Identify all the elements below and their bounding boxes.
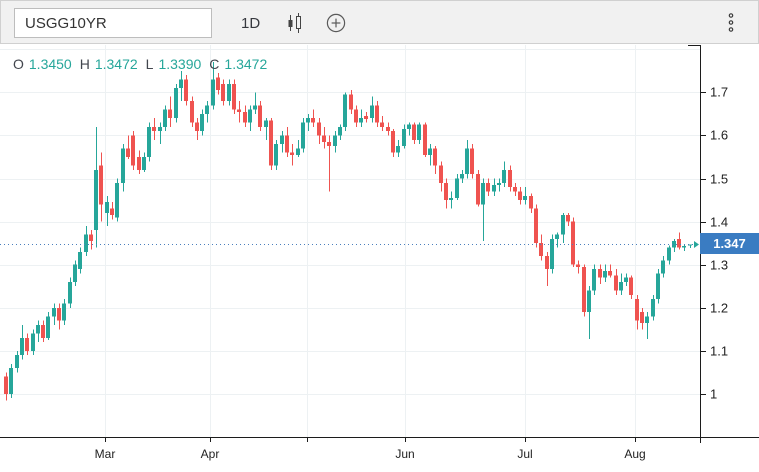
x-axis-labels: Mar Apr Jun Jul Aug [95,447,646,461]
svg-text:Mar: Mar [95,447,116,461]
legend-high-label: H [79,56,90,72]
svg-text:1.7: 1.7 [710,85,728,100]
last-price-badge: 1.347 [700,233,759,254]
svg-text:Jun: Jun [395,447,414,461]
ohlc-legend: O 1.3450 H 1.3472 L 1.3390 C 1.3472 [13,56,275,72]
legend-open-value: 1.3450 [28,56,72,72]
svg-text:1.4: 1.4 [710,215,728,230]
legend-open-label: O [13,56,24,72]
legend-close-label: C [209,56,220,72]
symbol-input[interactable] [14,8,212,38]
kebab-menu-icon [728,13,734,32]
legend-close-value: 1.3472 [224,56,268,72]
toolbar: 1D [0,0,759,44]
svg-text:1.1: 1.1 [710,344,728,359]
candlestick-style-button[interactable] [280,8,310,38]
add-circle-icon [326,13,346,33]
svg-text:1.5: 1.5 [710,172,728,187]
svg-text:1: 1 [710,387,717,402]
interval-button[interactable]: 1D [233,8,268,38]
gridlines [0,45,700,437]
svg-text:Aug: Aug [624,447,645,461]
svg-text:1.6: 1.6 [710,128,728,143]
last-price-marker [694,241,699,248]
svg-text:1.3: 1.3 [710,258,728,273]
compare-add-button[interactable] [321,8,351,38]
y-axis-labels: 1.7 1.6 1.5 1.4 1.3 1.2 1.1 1 [710,85,728,402]
candlestick-style-icon [288,13,301,33]
last-price-line [0,241,700,248]
svg-text:Jul: Jul [517,447,532,461]
legend-low-label: L [145,56,154,72]
kebab-menu-button[interactable] [717,8,745,38]
legend-high-value: 1.3472 [94,56,138,72]
axes [0,45,759,443]
candles [4,62,692,401]
legend-low-value: 1.3390 [158,56,202,72]
svg-text:1.2: 1.2 [710,301,728,316]
svg-text:Apr: Apr [201,447,220,461]
